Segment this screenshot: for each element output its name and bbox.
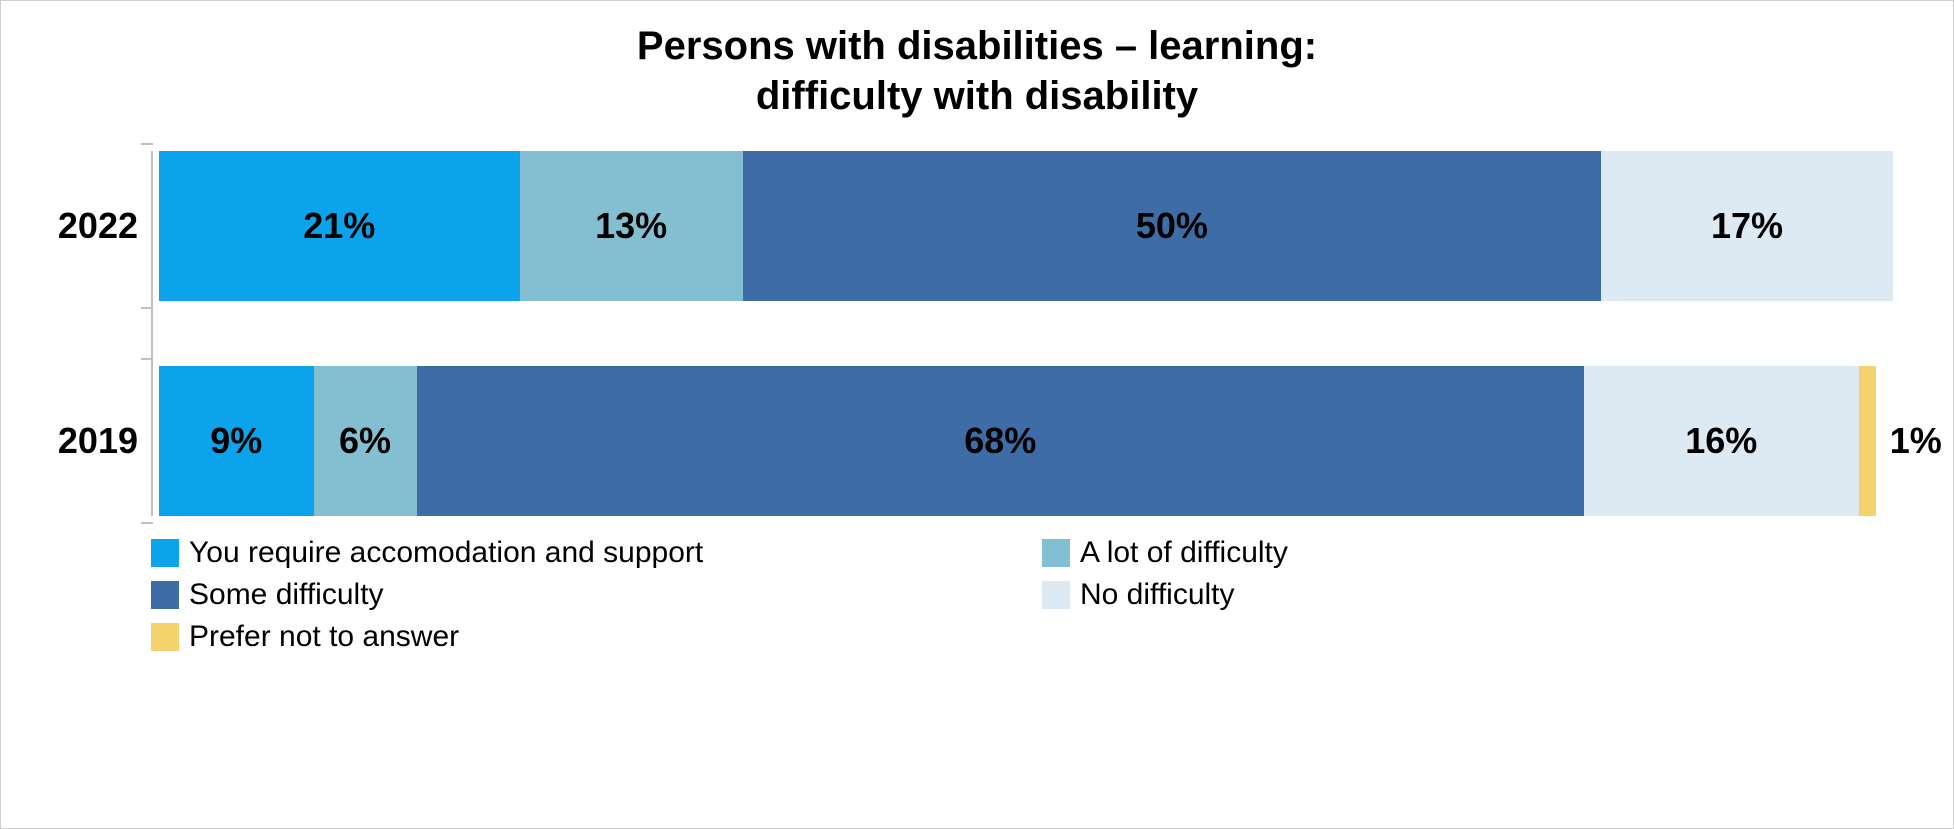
bar-segment-value: 21% xyxy=(303,205,375,247)
bar-segment-some: 68% xyxy=(417,366,1584,516)
y-axis-label: 2019 xyxy=(38,420,138,462)
bar-segment-prefer: 1% xyxy=(1859,366,1876,516)
chart-title-line2: difficulty with disability xyxy=(41,71,1913,121)
legend-item-none: No difficulty xyxy=(1042,578,1893,612)
bar-segment-accom: 21% xyxy=(159,151,520,301)
legend-label: Some difficulty xyxy=(189,578,384,612)
y-axis-label: 2022 xyxy=(38,205,138,247)
bar-segment-value: 9% xyxy=(210,420,262,462)
bar-segment-none: 17% xyxy=(1601,151,1893,301)
legend-label: You require accomodation and support xyxy=(189,536,703,570)
legend-label: No difficulty xyxy=(1080,578,1235,612)
bar-segment-some: 50% xyxy=(743,151,1601,301)
bar-segment-value: 1% xyxy=(1876,420,1942,462)
bar-segment-none: 16% xyxy=(1584,366,1859,516)
legend-swatch xyxy=(151,539,179,567)
bar-segment-value: 17% xyxy=(1711,205,1783,247)
legend: You require accomodation and support A lo… xyxy=(151,536,1893,654)
bar-segment-value: 68% xyxy=(964,420,1036,462)
bar-segment-value: 50% xyxy=(1136,205,1208,247)
bar-segment-lot: 6% xyxy=(314,366,417,516)
legend-item-prefer: Prefer not to answer xyxy=(151,620,1002,654)
bar-segment-lot: 13% xyxy=(520,151,743,301)
legend-item-lot: A lot of difficulty xyxy=(1042,536,1893,570)
stacked-bar: 21% 13% 50% 17% xyxy=(159,151,1893,301)
legend-label: A lot of difficulty xyxy=(1080,536,1288,570)
bar-segment-value: 13% xyxy=(595,205,667,247)
chart-container: Persons with disabilities – learning: di… xyxy=(0,0,1954,829)
chart-title: Persons with disabilities – learning: di… xyxy=(41,21,1913,121)
legend-swatch xyxy=(151,623,179,651)
chart-title-line1: Persons with disabilities – learning: xyxy=(41,21,1913,71)
bar-row-2022: 202221%13%50%17% xyxy=(153,151,1893,301)
bar-segment-accom: 9% xyxy=(159,366,314,516)
legend-swatch xyxy=(1042,539,1070,567)
legend-swatch xyxy=(151,581,179,609)
bar-segment-value: 6% xyxy=(339,420,391,462)
plot-area: 202221%13%50%17%20199%6%68%16%1% xyxy=(151,151,1893,516)
legend-label: Prefer not to answer xyxy=(189,620,459,654)
legend-swatch xyxy=(1042,581,1070,609)
bar-row-2019: 20199%6%68%16%1% xyxy=(153,366,1893,516)
bar-segment-value: 16% xyxy=(1685,420,1757,462)
legend-item-some: Some difficulty xyxy=(151,578,1002,612)
stacked-bar: 9% 6% 68% 16% 1% xyxy=(159,366,1893,516)
legend-item-accom: You require accomodation and support xyxy=(151,536,1002,570)
